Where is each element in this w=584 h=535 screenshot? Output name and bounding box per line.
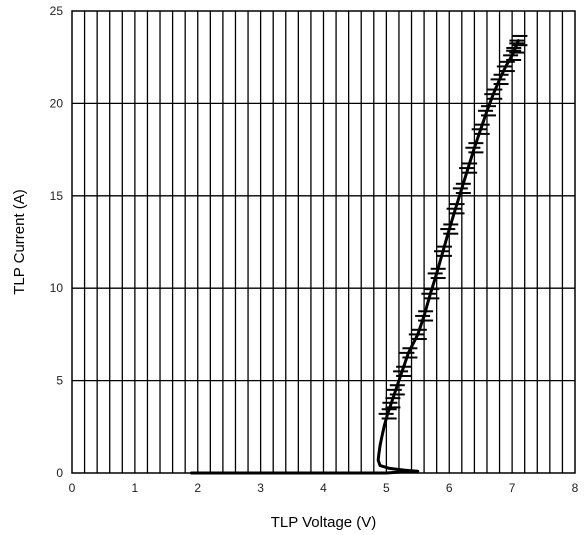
y-tick-label: 15 — [50, 189, 64, 203]
x-tick-label: 3 — [257, 481, 264, 495]
tick-labels: 0 1 2 3 4 5 6 7 8 0 5 10 15 20 25 — [50, 4, 579, 495]
grid — [72, 11, 575, 473]
y-tick-label: 10 — [50, 281, 64, 295]
series-line — [190, 39, 520, 475]
x-tick-label: 4 — [320, 481, 327, 495]
x-tick-label: 7 — [509, 481, 516, 495]
y-tick-label: 0 — [56, 466, 63, 480]
x-tick-label: 6 — [446, 481, 453, 495]
y-tick-label: 20 — [50, 96, 64, 110]
x-tick-label: 5 — [383, 481, 390, 495]
y-axis-title: TLP Current (A) — [11, 189, 28, 295]
x-tick-label: 0 — [69, 481, 76, 495]
x-tick-label: 8 — [572, 481, 579, 495]
x-tick-label: 2 — [194, 481, 201, 495]
y-tick-label: 5 — [56, 374, 63, 388]
plot-frame — [71, 10, 576, 474]
x-tick-label: 1 — [132, 481, 139, 495]
series-layer — [190, 34, 528, 475]
y-tick-label: 25 — [50, 4, 64, 18]
x-axis-title: TLP Voltage (V) — [271, 514, 377, 531]
